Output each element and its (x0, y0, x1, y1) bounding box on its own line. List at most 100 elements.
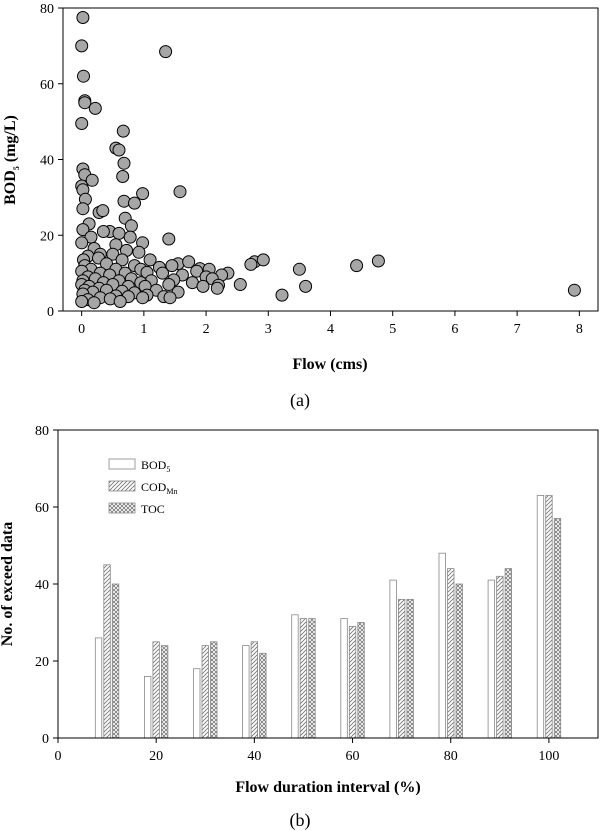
scatter-point (173, 185, 187, 199)
legend-swatch (108, 502, 136, 514)
bar-crosshatch (406, 599, 414, 739)
x-tick-label: 0 (55, 749, 62, 764)
bar-crosshatch (308, 618, 316, 739)
scatter-point (163, 291, 177, 305)
bar-plain (242, 645, 250, 739)
bar-x-axis-label: Flow duration interval (%) (235, 779, 420, 796)
x-tick-label: 100 (538, 749, 559, 764)
x-tick-label: 7 (514, 322, 521, 337)
bar-crosshatch (210, 641, 218, 739)
bar-plot-frame (57, 429, 599, 739)
scatter-point (113, 295, 127, 308)
x-tick-label: 8 (576, 322, 583, 337)
x-tick-label: 3 (265, 322, 272, 337)
scatter-point (88, 101, 102, 115)
x-tick-label: 80 (444, 749, 458, 764)
legend-label: BOD5 (141, 458, 170, 474)
x-tick-label: 5 (389, 322, 396, 337)
bar-crosshatch (357, 622, 365, 739)
bar-plain (193, 668, 201, 739)
scatter-point (165, 259, 179, 273)
bar-series (94, 495, 562, 739)
scatter-y-ticks: 0 20 40 60 80 (40, 2, 63, 320)
bar-plain (291, 614, 299, 739)
scatter-point (371, 254, 385, 268)
scatter-point (76, 202, 90, 216)
scatter-point (124, 219, 138, 233)
scatter-point (156, 266, 169, 280)
y-tick-label: 40 (35, 578, 49, 593)
bar-plain (536, 495, 545, 739)
x-tick-label: 2 (203, 322, 210, 337)
scatter-point (196, 279, 210, 293)
y-tick-label: 60 (40, 78, 54, 93)
scatter-point (244, 257, 258, 271)
legend-swatch (108, 458, 136, 470)
scatter-point (75, 295, 89, 308)
scatter-point (136, 187, 150, 201)
scatter-point (292, 262, 306, 276)
bar-diagonal (447, 568, 455, 739)
legend-label: TOC (141, 502, 165, 516)
scatter-point (350, 259, 364, 273)
scatter-point (123, 230, 137, 244)
bar-plain (438, 552, 446, 739)
scatter-point (115, 253, 129, 267)
y-tick-label: 0 (47, 305, 54, 320)
y-tick-label: 40 (40, 154, 54, 169)
scatter-panel: 0 1 2 3 4 5 6 7 8 0 20 40 60 80 Flow (cms) BOD5 (mg/… (2, 2, 599, 411)
bar-diagonal (348, 626, 357, 739)
scatter-point (136, 291, 150, 305)
y-tick-label: 20 (40, 229, 54, 244)
bar-crosshatch (259, 652, 267, 739)
legend-swatch (108, 480, 136, 492)
scatter-point (117, 194, 131, 208)
bar-legend: BOD5 CODMn TOC (108, 458, 177, 516)
bar-y-axis-label: No. of exceed data (0, 522, 16, 646)
bar-diagonal (299, 618, 308, 739)
scatter-point (182, 255, 196, 269)
bar-crosshatch (111, 583, 120, 739)
scatter-point (78, 96, 92, 110)
x-tick-label: 6 (451, 322, 458, 337)
scatter-point (75, 236, 89, 250)
x-tick-label: 0 (78, 322, 85, 337)
scatter-point (87, 296, 101, 310)
y-tick-label: 0 (42, 732, 49, 747)
scatter-points (75, 11, 581, 310)
scatter-point (132, 245, 146, 259)
scatter-point (96, 204, 110, 218)
scatter-point (117, 156, 131, 170)
x-tick-label: 4 (327, 322, 334, 337)
bar-crosshatch (455, 583, 463, 739)
bar-plain (487, 579, 496, 739)
bar-y-ticks: 0 20 40 60 80 (35, 424, 58, 747)
scatter-point (162, 232, 176, 246)
y-tick-label: 60 (35, 501, 49, 516)
bar-plain (143, 676, 152, 739)
x-tick-label: 1 (140, 322, 147, 337)
x-tick-label: 40 (247, 749, 261, 764)
scatter-caption: (a) (290, 390, 310, 411)
scatter-x-axis-label: Flow (cms) (292, 356, 367, 373)
scatter-point (76, 11, 90, 24)
scatter-point (112, 226, 126, 240)
bar-diagonal (152, 641, 160, 739)
bar-crosshatch (553, 518, 562, 739)
scatter-y-axis-label: BOD5 (mg/L) (2, 115, 21, 205)
bar-caption: (b) (290, 810, 311, 831)
x-tick-label: 60 (346, 749, 360, 764)
scatter-point (275, 288, 289, 302)
bar-diagonal (103, 564, 111, 739)
scatter-point (96, 225, 110, 238)
scatter-point (567, 283, 581, 297)
bar-plain (389, 579, 397, 739)
scatter-point (299, 279, 313, 293)
bar-diagonal (201, 645, 209, 739)
scatter-point (75, 39, 89, 53)
x-tick-label: 20 (149, 749, 163, 764)
bar-crosshatch (504, 568, 513, 739)
scatter-point (85, 173, 99, 187)
bar-plain (340, 618, 348, 739)
